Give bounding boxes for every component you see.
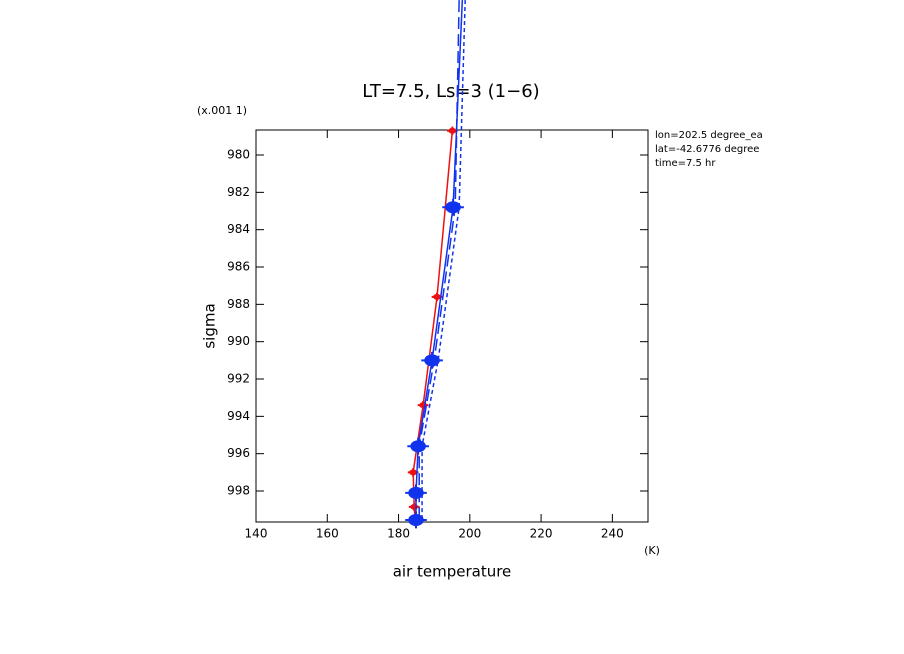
note: lat=-42.6776 degree [655, 144, 759, 155]
y-tick-label: 984 [227, 222, 250, 236]
y-scale-label: (x.001 1) [197, 104, 247, 117]
y-tick-label: 990 [227, 334, 250, 348]
x-axis-label: air temperature [393, 563, 512, 581]
y-axis-label: sigma [201, 303, 219, 348]
y-tick-label: 998 [227, 484, 250, 498]
y-tick-label: 988 [227, 297, 250, 311]
x-tick-label: 240 [601, 527, 624, 541]
chart-title: LT=7.5, Ls=3 (1−6) [362, 81, 539, 102]
series-line [421, 0, 466, 520]
x-unit-label: (K) [644, 544, 660, 557]
series-line [418, 0, 460, 520]
y-tick-label: 986 [227, 260, 250, 274]
note: time=7.5 hr [655, 158, 716, 169]
marker [405, 511, 427, 529]
x-tick-label: 160 [316, 527, 339, 541]
y-tick-label: 992 [227, 372, 250, 386]
marker [407, 437, 429, 455]
marker [442, 198, 464, 216]
y-tick-label: 982 [227, 185, 250, 199]
y-tick-label: 996 [227, 446, 250, 460]
y-tick-label: 980 [227, 148, 250, 162]
x-tick-label: 200 [458, 527, 481, 541]
x-tick-label: 180 [387, 527, 410, 541]
marker [421, 351, 443, 369]
x-tick-label: 140 [245, 527, 268, 541]
note: lon=202.5 degree_ea [655, 130, 763, 141]
x-tick-label: 220 [530, 527, 553, 541]
y-tick-label: 994 [227, 409, 250, 423]
